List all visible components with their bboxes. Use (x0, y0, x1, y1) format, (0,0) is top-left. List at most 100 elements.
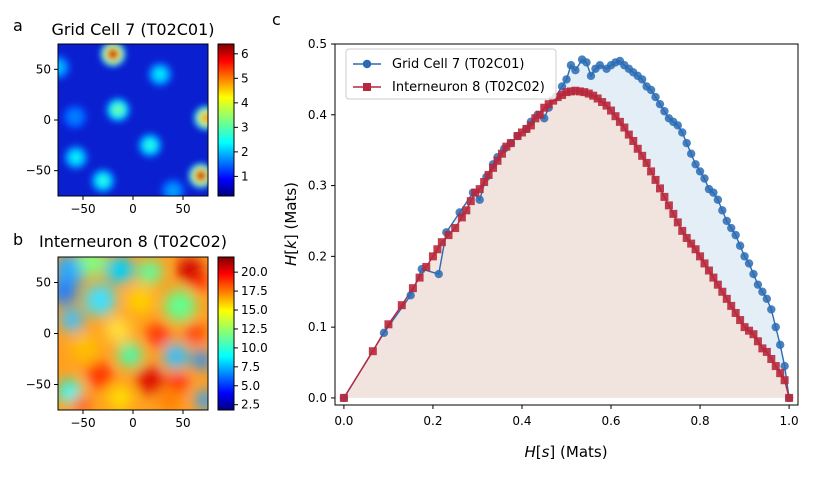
panel-label-c: c (272, 10, 281, 29)
heatmap-a-xtick-label: 0 (129, 202, 137, 216)
data-point-interneuron (624, 130, 633, 139)
data-point-interneuron (727, 301, 736, 310)
data-point-interneuron (651, 175, 660, 184)
data-point-grid-cell (740, 252, 749, 261)
data-point-interneuron (762, 347, 771, 356)
data-point-grid-cell (713, 195, 723, 204)
heatmap-b-image (58, 257, 208, 410)
data-point-grid-cell (753, 280, 763, 289)
data-point-interneuron (451, 224, 460, 233)
data-point-interneuron (629, 136, 638, 145)
data-point-interneuron (682, 233, 691, 242)
data-point-interneuron (513, 132, 522, 141)
data-point-interneuron (771, 362, 780, 371)
data-point-interneuron (713, 280, 722, 289)
data-point-interneuron (589, 91, 598, 100)
y-tick-label: 0.3 (308, 179, 327, 193)
data-point-interneuron (566, 87, 575, 96)
data-point-grid-cell (758, 287, 767, 296)
panel-label-b: b (13, 230, 23, 249)
data-point-grid-cell (475, 195, 484, 204)
firing-field (58, 55, 70, 80)
data-point-interneuron (489, 163, 498, 172)
firing-field (194, 105, 208, 130)
data-point-grid-cell (718, 206, 727, 215)
heatmap-b-colorbar-tick-label: 2.5 (241, 398, 260, 412)
data-point-interneuron (602, 101, 611, 110)
line-chart-c: 0.0 0.2 0.4 0.6 0.8 1.0 0.0 0.1 0.2 0.3 0.4 0.5 H[s… (282, 37, 799, 461)
data-point-interneuron (422, 262, 431, 271)
area-interneuron (343, 90, 790, 398)
firing-field (106, 97, 130, 122)
x-tick-label: 0.6 (601, 414, 620, 428)
heatmap-b-xtick-label: −50 (70, 416, 95, 430)
data-point-interneuron (437, 238, 446, 247)
data-point-interneuron (607, 106, 616, 115)
data-point-interneuron (598, 98, 607, 107)
data-point-interneuron (457, 213, 466, 222)
data-point-interneuron (535, 110, 544, 119)
firing-field (138, 133, 162, 158)
data-point-grid-cell (686, 149, 696, 158)
data-point-grid-cell (744, 259, 754, 268)
heatmap-b-colorbar-tick-label: 10.0 (241, 341, 268, 355)
data-point-interneuron (502, 142, 511, 151)
data-point-grid-cell (682, 138, 691, 148)
y-tick-label: 0.0 (308, 391, 327, 405)
data-point-grid-cell (434, 269, 443, 279)
data-point-interneuron (785, 393, 794, 402)
data-point-grid-cell (655, 99, 665, 109)
firing-field (91, 168, 115, 193)
heatmap-a-colorbar-tick-label: 3 (241, 120, 249, 134)
colorbar-a (217, 43, 235, 197)
heatmap-b-title: Interneuron 8 (T02C02) (39, 232, 227, 251)
data-point-interneuron (669, 209, 678, 218)
data-point-interneuron (593, 94, 602, 103)
heatmap-b: Interneuron 8 (T02C02) (26, 232, 268, 430)
data-point-grid-cell (562, 75, 571, 84)
data-point-grid-cell (749, 269, 758, 279)
data-point-interneuron (531, 114, 540, 123)
data-point-interneuron (642, 158, 651, 167)
heatmap-a-ytick-label: 0 (43, 113, 51, 127)
data-point-interneuron (466, 197, 475, 206)
data-point-interneuron (480, 178, 489, 187)
heatmap-b-colorbar-tick-label: 5.0 (241, 379, 260, 393)
data-point-grid-cell (722, 216, 731, 226)
firing-field (101, 44, 125, 67)
heatmap-b-colorbar-tick-label: 15.0 (241, 303, 268, 317)
data-point-interneuron (722, 294, 731, 303)
data-point-interneuron (633, 144, 642, 153)
data-point-grid-cell (695, 167, 705, 176)
data-point-interneuron (753, 337, 762, 346)
data-point-grid-cell (637, 75, 647, 84)
y-axis-label: H[k] (Mats) (282, 182, 300, 266)
data-point-interneuron (526, 121, 535, 130)
data-point-grid-cell (731, 230, 740, 240)
data-point-interneuron (615, 117, 624, 126)
data-point-interneuron (408, 284, 417, 293)
legend: Grid Cell 7 (T02C01) Interneuron 8 (T02C… (345, 48, 557, 100)
data-point-interneuron (704, 266, 713, 275)
y-tick-label: 0.5 (308, 37, 327, 51)
data-point-interneuron (562, 88, 571, 97)
data-point-interneuron (384, 320, 393, 329)
data-point-interneuron (780, 376, 789, 385)
heatmap-a-xtick-label: 50 (175, 202, 190, 216)
x-tick-label: 1.0 (780, 414, 799, 428)
data-point-interneuron (696, 252, 705, 261)
data-point-interneuron (575, 87, 584, 96)
data-point-interneuron (673, 218, 682, 227)
data-point-interneuron (544, 100, 553, 109)
colorbar-b (217, 256, 235, 411)
data-point-interneuron (638, 151, 647, 160)
data-point-interneuron (339, 393, 348, 402)
data-point-interneuron (687, 239, 696, 248)
heatmap-a-ytick-label: 50 (36, 62, 51, 76)
data-point-interneuron (660, 192, 669, 201)
legend-box (345, 48, 557, 100)
data-point-interneuron (745, 326, 754, 335)
y-tick-label: 0.2 (308, 249, 327, 263)
data-point-interneuron (709, 273, 718, 282)
data-point-interneuron (428, 252, 437, 261)
